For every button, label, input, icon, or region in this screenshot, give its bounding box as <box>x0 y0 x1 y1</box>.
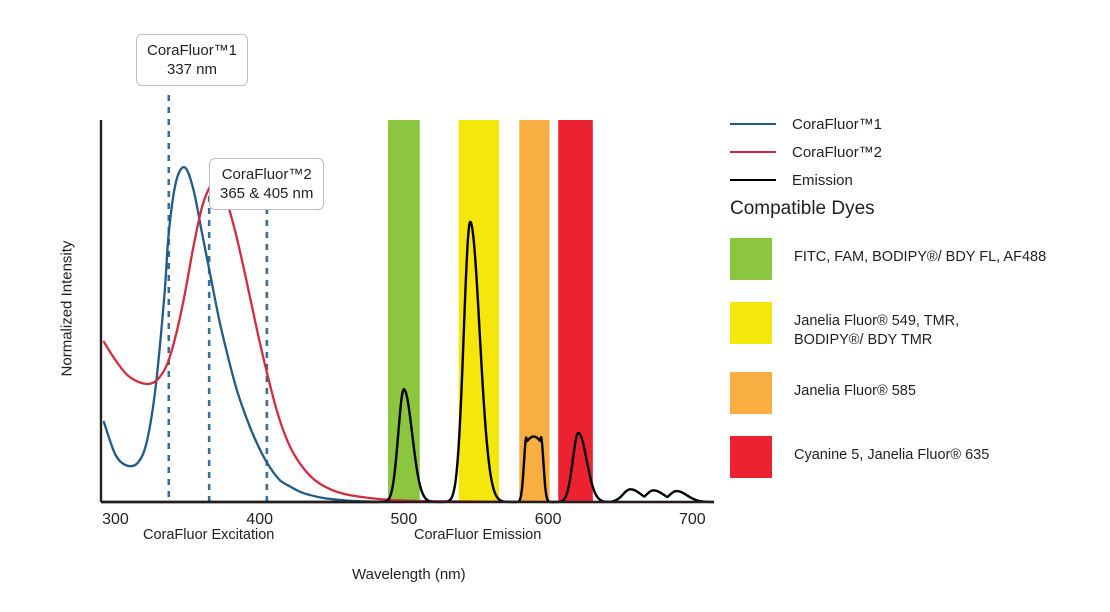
dye-item-3: Cyanine 5, Janelia Fluor® 635 <box>730 436 1100 478</box>
wavelength-bands <box>388 120 593 502</box>
callout-corafluor2-line2: 365 & 405 nm <box>220 185 314 202</box>
x-tick-500: 500 <box>391 511 418 528</box>
legend-label: CoraFluor™1 <box>792 115 883 133</box>
legend-swatch-line <box>730 179 776 181</box>
callout-corafluor2: CoraFluor™2 365 & 405 nm <box>209 158 325 210</box>
excitation-guide-lines <box>167 95 269 502</box>
dye-label: Cyanine 5, Janelia Fluor® 635 <box>794 436 989 465</box>
callout-corafluor2-line1: CoraFluor™2 <box>221 166 312 183</box>
emission-range-label: CoraFluor Emission <box>414 527 542 543</box>
excitation-range-label: CoraFluor Excitation <box>143 527 275 543</box>
compatible-dyes-panel: Compatible Dyes FITC, FAM, BODIPY®/ BDY … <box>730 198 1100 500</box>
x-tick-400: 400 <box>246 511 273 528</box>
legend-label: CoraFluor™2 <box>792 143 883 161</box>
chart-axes <box>99 120 714 504</box>
x-tick-700: 700 <box>679 511 706 528</box>
callout-corafluor1-line1: CoraFluor™1 <box>147 42 238 59</box>
compatible-dyes-list: FITC, FAM, BODIPY®/ BDY FL, AF488 Janelia… <box>730 238 1100 478</box>
legend-item-2: Emission <box>730 166 1090 194</box>
compatible-dyes-title: Compatible Dyes <box>730 198 875 219</box>
x-tick-600: 600 <box>535 511 562 528</box>
legend-swatch-line <box>730 151 776 153</box>
dye-item-2: Janelia Fluor® 585 <box>730 372 1100 414</box>
curve-corafluor2 <box>102 179 694 504</box>
dye-label-line1: Janelia Fluor® 585 <box>794 383 916 399</box>
dye-label-line1: FITC, FAM, BODIPY®/ BDY FL, AF488 <box>794 249 1047 265</box>
dye-label-line2: BODIPY®/ BDY TMR <box>794 332 933 348</box>
dye-color-swatch <box>730 302 772 344</box>
x-axis-ticks: 300 400 500 600 700 <box>102 511 706 528</box>
callout-corafluor1-line2: 337 nm <box>166 61 218 78</box>
dye-item-0: FITC, FAM, BODIPY®/ BDY FL, AF488 <box>730 238 1100 280</box>
dye-item-1: Janelia Fluor® 549, TMR, BODIPY®/ BDY TMR <box>730 302 1100 350</box>
dye-color-swatch <box>730 436 772 478</box>
x-tick-300: 300 <box>102 511 129 528</box>
curve-corafluor1 <box>102 165 406 504</box>
legend-item-1: CoraFluor™2 <box>730 138 1090 166</box>
legend-swatch-line <box>730 123 776 125</box>
dye-label: Janelia Fluor® 549, TMR, BODIPY®/ BDY TMR <box>794 302 959 350</box>
dye-color-swatch <box>730 238 772 280</box>
x-axis-label: Wavelength (nm) <box>352 566 466 583</box>
dye-label-line1: Janelia Fluor® 549, TMR, <box>794 313 960 329</box>
callout-corafluor1: CoraFluor™1 337 nm <box>136 34 249 86</box>
legend-item-0: CoraFluor™1 <box>730 110 1090 138</box>
band-orange <box>519 120 550 502</box>
dye-label: Janelia Fluor® 585 <box>794 372 916 401</box>
dye-color-swatch <box>730 372 772 414</box>
dye-label: FITC, FAM, BODIPY®/ BDY FL, AF488 <box>794 238 1046 267</box>
legend-label: Emission <box>792 171 853 189</box>
chart-legend: CoraFluor™1 CoraFluor™2 Emission <box>730 110 1090 194</box>
band-green <box>388 120 420 502</box>
y-axis-label: Normalized Intensity <box>58 240 76 377</box>
dye-label-line1: Cyanine 5, Janelia Fluor® 635 <box>794 447 990 463</box>
